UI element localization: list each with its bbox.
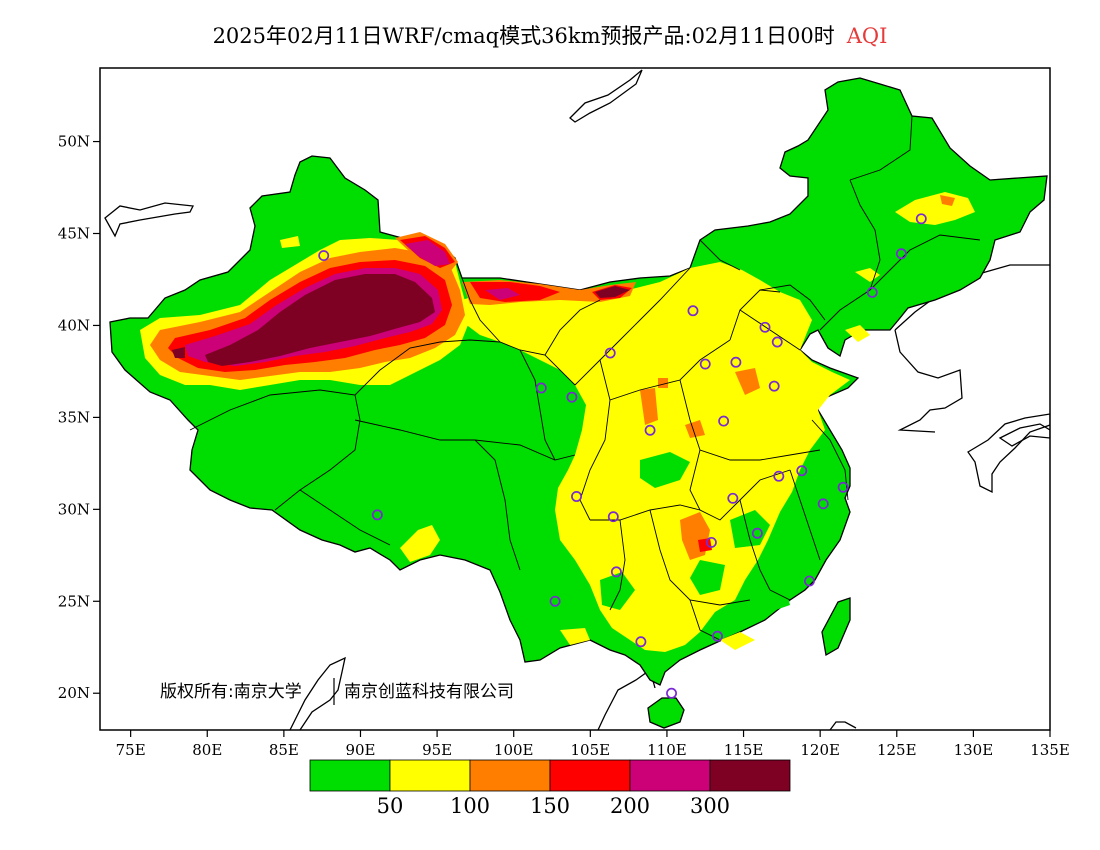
colorbar-swatch <box>389 759 471 792</box>
city-station-marker <box>759 321 771 333</box>
copyright-company: 南京创蓝科技有限公司 <box>344 682 514 702</box>
city-station-marker <box>866 286 878 298</box>
city-station-marker <box>895 248 907 260</box>
colorbar-swatch <box>629 759 711 792</box>
lon-tick-label: 85E <box>269 741 299 759</box>
colorbar-swatch <box>709 759 791 792</box>
lon-tick-label: 105E <box>571 741 611 759</box>
region-maroon <box>172 274 630 366</box>
title-text: 2025年02月11日WRF/cmaq模式36km预报产品:02月11日00时 <box>212 24 835 48</box>
city-stations <box>318 213 927 699</box>
colorbar-threshold-label: 150 <box>530 794 570 818</box>
lon-tick-label: 115E <box>724 741 764 759</box>
city-station-marker <box>837 481 849 493</box>
city-station-marker <box>535 382 547 394</box>
lat-tick-label: 35N <box>58 408 90 426</box>
lat-tick-label: 30N <box>58 500 90 518</box>
city-station-marker <box>718 415 730 427</box>
city-station-marker <box>751 527 763 539</box>
city-station-marker <box>768 380 780 392</box>
latitude-axis: 20N 25N 30N 35N 40N 45N 50N <box>58 133 100 702</box>
region-green-patches <box>560 395 790 612</box>
city-station-marker <box>796 465 808 477</box>
colorbar-threshold-label: 50 <box>377 794 404 818</box>
city-station-marker <box>771 336 783 348</box>
lon-tick-label: 95E <box>422 741 452 759</box>
lat-tick-label: 45N <box>58 225 90 243</box>
city-station-marker <box>549 595 561 607</box>
city-station-marker <box>915 213 927 225</box>
region-hainan <box>647 697 685 729</box>
lon-tick-label: 80E <box>192 741 222 759</box>
city-station-marker <box>371 509 383 521</box>
lat-tick-label: 40N <box>58 316 90 334</box>
city-station-marker <box>773 470 785 482</box>
city-station-marker <box>318 250 330 262</box>
city-station-marker <box>607 511 619 523</box>
map-frame <box>99 67 1051 731</box>
city-station-marker <box>803 575 815 587</box>
colorbar-swatch <box>549 759 631 792</box>
city-station-marker <box>566 391 578 403</box>
colorbar-threshold-label: 200 <box>610 794 650 818</box>
city-station-marker <box>644 424 656 436</box>
city-station-marker <box>666 687 677 699</box>
chart-title: 2025年02月11日WRF/cmaq模式36km预报产品:02月11日00时 A… <box>0 20 1100 50</box>
city-station-marker <box>687 305 699 317</box>
copyright-text: 版权所有:南京大学 <box>160 682 302 702</box>
lon-tick-label: 110E <box>647 741 687 759</box>
colorbar-threshold-label: 300 <box>690 794 730 818</box>
city-station-marker <box>727 492 739 504</box>
lon-tick-label: 130E <box>954 741 994 759</box>
lon-tick-label: 75E <box>116 741 146 759</box>
aqi-colorbar: 50 100 150 200 300 <box>309 759 791 818</box>
colorbar-swatch <box>469 759 551 792</box>
longitude-axis: 75E 80E 85E 90E 95E 100E 105E 110E 115E 120E 125E 1… <box>116 730 1070 759</box>
city-station-marker <box>610 566 622 578</box>
city-station-marker <box>699 358 711 370</box>
lat-tick-label: 20N <box>58 684 90 702</box>
title-variable: AQI <box>846 24 888 48</box>
city-station-marker <box>712 630 723 642</box>
lat-tick-label: 50N <box>58 133 90 151</box>
lon-tick-label: 90E <box>345 741 375 759</box>
lon-tick-label: 135E <box>1030 741 1070 759</box>
colorbar-threshold-label: 100 <box>450 794 490 818</box>
lon-tick-label: 125E <box>877 741 917 759</box>
lat-tick-label: 25N <box>58 592 90 610</box>
city-station-marker <box>635 636 647 648</box>
colorbar-swatch <box>309 759 391 792</box>
city-station-marker <box>705 536 717 548</box>
city-station-marker <box>571 491 582 502</box>
city-station-marker <box>817 498 829 510</box>
city-station-marker <box>604 347 616 359</box>
lon-tick-label: 120E <box>800 741 840 759</box>
map-content <box>104 69 1050 730</box>
city-station-marker <box>730 356 742 368</box>
lon-tick-label: 100E <box>494 741 534 759</box>
region-taiwan <box>821 597 851 657</box>
